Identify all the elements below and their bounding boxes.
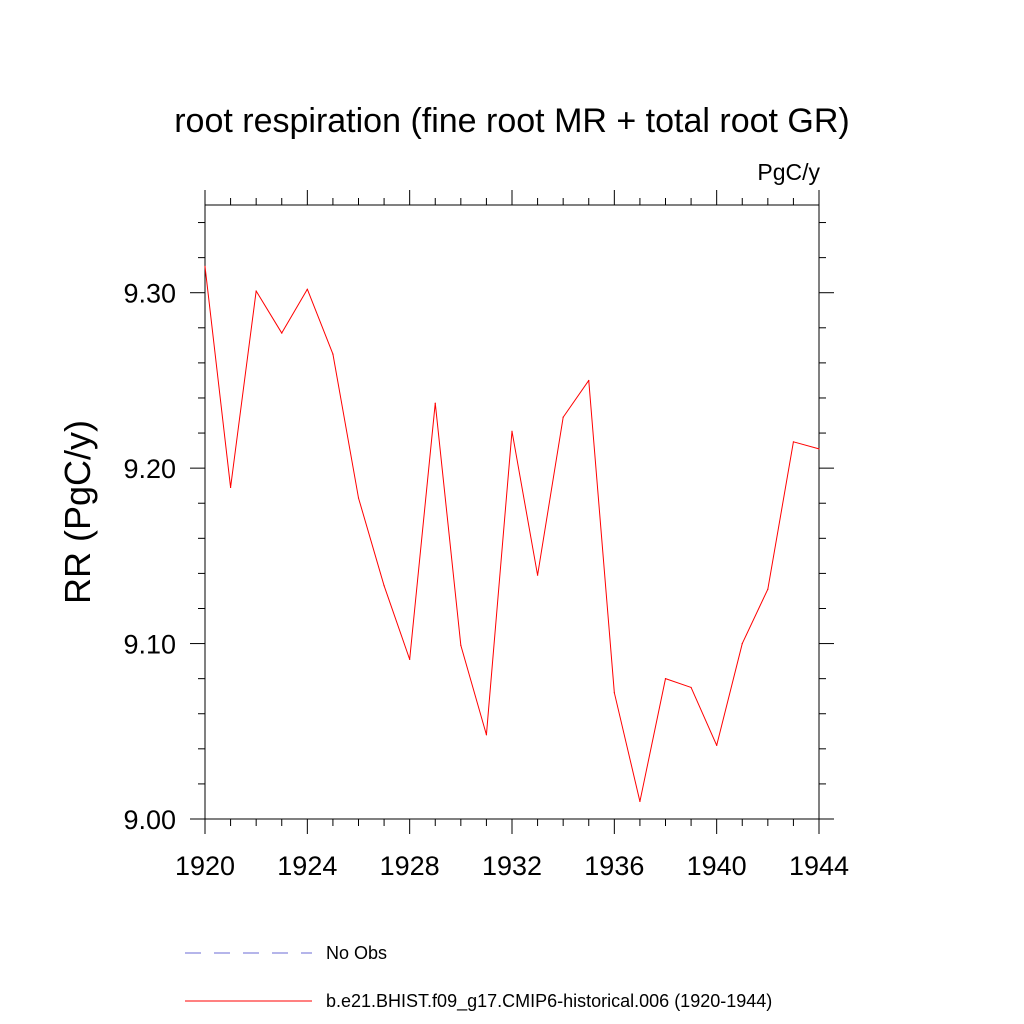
data-point [357,497,360,499]
data-point [613,692,615,694]
x-axis: 1920 1924 1928 1932 1936 1940 1944 [175,190,849,881]
y-tick-label: 9.00 [123,805,176,835]
x-tick-label: 1940 [687,851,747,881]
x-tick-label: 1928 [380,851,440,881]
x-tick-label: 1924 [277,851,337,881]
data-point [716,744,718,746]
x-tick-label: 1920 [175,851,235,881]
data-point [485,734,488,736]
legend-label-no-obs: No Obs [326,943,387,963]
chart-title: root respiration (fine root MR + total r… [174,102,850,140]
y-axis-label: RR (PgC/y) [57,420,98,604]
x-tick-label: 1944 [789,851,849,881]
data-point [383,585,385,587]
data-point [588,379,590,382]
data-point [306,288,308,290]
x-tick-label: 1936 [584,851,644,881]
plot-frame [204,204,820,820]
data-point [332,353,334,355]
data-point [281,332,283,334]
legend-label-historical: b.e21.BHIST.f09_g17.CMIP6-historical.006… [326,991,772,1012]
x-tick-label: 1932 [482,851,542,881]
data-point [741,642,743,645]
data-point [409,658,411,660]
y-tick-label: 9.30 [123,279,176,309]
data-point [818,448,820,450]
data-point [690,686,692,689]
data-point [664,678,667,680]
units-label: PgC/y [757,159,820,185]
legend: No Obs b.e21.BHIST.f09_g17.CMIP6-histori… [185,943,772,1012]
y-tick-label: 9.20 [123,454,176,484]
series-line-0 [204,266,820,802]
y-tick-label: 9.10 [123,630,176,660]
data-point [255,290,257,292]
data-point [792,441,795,443]
data-point [767,588,769,590]
data-point [229,486,232,489]
data-point [460,644,462,646]
data-point [639,800,641,803]
data-point [536,574,539,576]
data-point [434,402,436,404]
y-axis: 9.00 9.10 9.20 9.30 [123,222,834,835]
data-point [511,430,513,432]
data-point [562,416,564,418]
data-point [204,265,206,267]
series-layer [204,265,820,803]
